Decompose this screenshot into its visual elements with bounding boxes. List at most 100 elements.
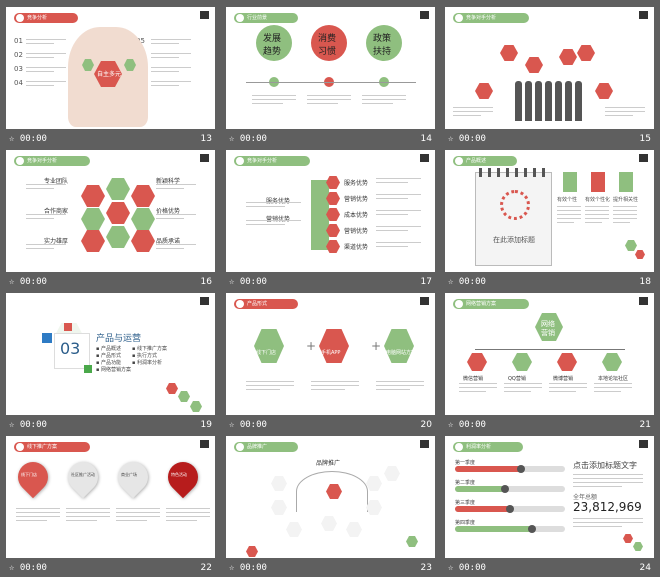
slide-canvas[interactable]: 利润率分析 第一季度 第二季度 第三季度 第四季度 点击添加标题文字 全年总额 23,812,… (445, 436, 654, 558)
slide-thumbnail[interactable]: 网络营销方案 网络 营销 微信营销 QQ营销 微博营销 本地论坛社区 ☆ 00:00 21 (445, 293, 654, 434)
text-line (376, 182, 408, 183)
text-line (573, 486, 622, 487)
text-line (66, 520, 97, 521)
text-line (362, 99, 406, 100)
text-line (116, 516, 160, 517)
slide-thumbnail[interactable]: 产品形式 线下门店 手机APP 电脑网站方案 + + ☆ 00:00 20 (226, 293, 435, 434)
slide-thumbnail[interactable]: 行业前景 发展 趋势 消费 习惯 政策 扶持 ☆ 00:00 14 (226, 7, 435, 148)
text-line (549, 391, 576, 392)
slide-thumbnail[interactable]: 竞争对手分析服务优势营销优势成本优势营销优势渠道优势服务优势营销优势☆ 00:0… (226, 150, 435, 291)
logo-icon (639, 297, 648, 305)
timing-label: ☆ 00:00 (448, 277, 486, 287)
logo-icon (200, 154, 209, 162)
slide-thumbnail[interactable]: 利润率分析 第一季度 第二季度 第三季度 第四季度 点击添加标题文字 全年总额 23,812,… (445, 436, 654, 577)
slide-canvas[interactable]: 竞争对手分析 (445, 7, 654, 129)
text-line (376, 198, 408, 199)
slide-thumbnail[interactable]: 03 产品与运营 ▪ 产品概述 ▪ 产品形式 ▪ 产品功能 ▪ 网络营销方案 ▪ 线下推广方… (6, 293, 215, 434)
icon-hex (321, 516, 337, 531)
text-line (26, 188, 54, 189)
slide-canvas[interactable]: 03 产品与运营 ▪ 产品概述 ▪ 产品形式 ▪ 产品功能 ▪ 网络营销方案 ▪ 线下推广方… (6, 293, 215, 415)
slide-title: 线下推广方案 (27, 444, 58, 450)
bubble (256, 25, 292, 61)
feature-hex (131, 185, 155, 207)
channel-hex (512, 353, 532, 371)
logo-icon (639, 440, 648, 448)
bar-fill (455, 486, 505, 492)
plus-sign: + (371, 339, 382, 353)
feature-hex (106, 226, 130, 248)
section-item: ▪ 产品概述 (96, 346, 121, 352)
slide-canvas[interactable]: 产品形式 线下门店 手机APP 电脑网站方案 + + (226, 293, 435, 415)
logo-icon (420, 297, 429, 305)
feature-label: 价格优势 (156, 208, 181, 215)
text-line (376, 178, 421, 179)
item-label: 有效个性 (557, 197, 578, 203)
text-line (376, 242, 421, 243)
slide-thumbnail[interactable]: 竞争对手分析 ☆ 00:00 15 (445, 7, 654, 148)
section-number: 03 (60, 339, 81, 358)
competitor-hex (559, 49, 577, 65)
text-line (252, 103, 283, 104)
slide-canvas[interactable]: 竞争对手分析服务优势营销优势成本优势营销优势渠道优势服务优势营销优势 (226, 150, 435, 272)
text-line (252, 95, 296, 96)
text-line (151, 57, 179, 58)
person-silhouette (545, 81, 552, 121)
slide-canvas[interactable]: 品牌推广 品牌推广 (226, 436, 435, 558)
logo-icon (200, 297, 209, 305)
slide-thumbnail[interactable]: 线下推广方案 线下门店 社区推广活动 商业广场 特色活动 ☆ 00:00 22 (6, 436, 215, 577)
text-line (26, 214, 66, 215)
slide-canvas[interactable]: 网络营销方案 网络 营销 微信营销 QQ营销 微博营销 本地论坛社区 (445, 293, 654, 415)
slide-title: 行业前景 (247, 15, 268, 21)
text-line (151, 81, 191, 82)
bar-handle (506, 505, 514, 513)
text-line (26, 184, 66, 185)
timing-label: ☆ 00:00 (229, 563, 267, 573)
competitor-hex (475, 83, 493, 99)
feature-label: 品质承诺 (156, 238, 181, 245)
center-label: 网络 (541, 320, 555, 328)
slide-thumbnail[interactable]: 竞争对手分析 专业团队 新颖科学 合作商家 价格优势 实力雄厚 品质承诺 ☆ 00:00 16 (6, 150, 215, 291)
text-line (26, 57, 54, 58)
slide-thumbnail[interactable]: 品牌推广 品牌推广 ☆ 00:00 23 (226, 436, 435, 577)
slide-canvas[interactable]: 线下推广方案 线下门店 社区推广活动 商业广场 特色活动 (6, 436, 215, 558)
bar-fill (455, 466, 521, 472)
side-heading: 点击添加标题文字 (573, 461, 637, 470)
feature-label: 合作商家 (44, 208, 69, 215)
slide-canvas[interactable]: 产品概述 在此添加标题 有效个性 有效个性化 提升相关性 (445, 150, 654, 272)
text-line (116, 512, 160, 513)
binder-ring (533, 168, 536, 177)
slide-title: 产品形式 (247, 301, 268, 307)
pin-label: 特色活动 (171, 472, 187, 477)
slide-status-bar: ☆ 00:00 16 (6, 274, 215, 291)
text-line (66, 508, 110, 509)
center-label: 营销 (541, 329, 555, 337)
slide-canvas[interactable]: 竞争对手分析 专业团队 新颖科学 合作商家 价格优势 实力雄厚 品质承诺 (6, 150, 215, 272)
feature-hex (106, 178, 130, 200)
slide-number: 19 (200, 420, 212, 430)
text-line (453, 107, 493, 108)
header-icon (455, 443, 463, 451)
slide-title: 网络营销方案 (466, 301, 497, 307)
slide-canvas[interactable]: 竞争分析0105020603070408自主多元 (6, 7, 215, 129)
icon-hex (326, 224, 340, 237)
text-line (594, 391, 621, 392)
channel-label: 微博营销 (553, 376, 574, 382)
slide-title: 品牌推广 (247, 444, 268, 450)
binder-ring (479, 168, 482, 177)
slide-thumbnail[interactable]: 产品概述 在此添加标题 有效个性 有效个性化 提升相关性 ☆ 00:00 18 (445, 150, 654, 291)
text-line (573, 478, 643, 479)
number-box (54, 333, 90, 369)
feature-hex (131, 208, 155, 230)
product-hex (254, 329, 284, 363)
channel-hex (467, 353, 487, 371)
logo-icon (420, 440, 429, 448)
bubble-label: 发展 (263, 34, 282, 44)
deco-hex (190, 401, 202, 412)
slide-canvas[interactable]: 行业前景 发展 趋势 消费 习惯 政策 扶持 (226, 7, 435, 129)
feature-label: 服务优势 (266, 196, 290, 205)
competitor-hex (525, 57, 543, 73)
text-line (16, 520, 47, 521)
bar-handle (500, 485, 509, 493)
channel-label: QQ营销 (508, 376, 526, 382)
